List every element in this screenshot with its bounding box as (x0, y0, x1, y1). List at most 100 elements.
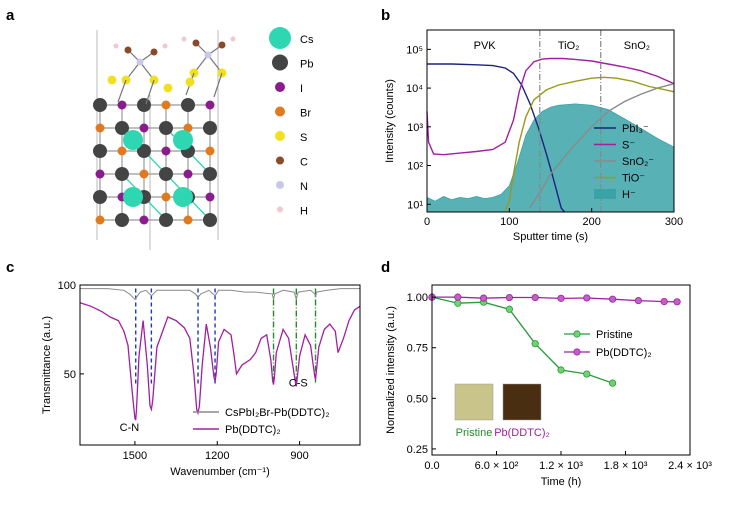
atom-c (124, 46, 132, 54)
atom-halide (139, 169, 149, 179)
x-tick-label: 2.4 × 10³ (668, 460, 712, 472)
legend-label: Pristine (596, 329, 633, 341)
y-tick-label: 10¹ (407, 199, 423, 211)
atom-c (218, 41, 226, 49)
x-axis-label: Time (h) (541, 476, 582, 488)
region-label: SnO₂ (624, 40, 650, 52)
y-tick-label: 100 (58, 280, 76, 292)
atom-halide (139, 215, 149, 225)
atom-halide (205, 146, 215, 156)
x-tick-label: 100 (500, 216, 518, 228)
legend-br-label: Br (300, 108, 311, 120)
data-point (608, 295, 617, 303)
legend-label: SnO₂⁻ (622, 156, 654, 168)
data-point (454, 299, 462, 307)
atom-s (185, 77, 195, 87)
legend-cs-marker (269, 27, 291, 49)
atom-pb (159, 121, 173, 135)
sample-photo (454, 383, 494, 421)
atom-halide (161, 146, 171, 156)
data-point (608, 379, 617, 387)
ftir-spectrum-chart: 1500 1200 900 100 50 C-N C-S Wavenumber (cm⁻¹) T… (41, 280, 361, 478)
legend-label: TiO⁻ (622, 173, 645, 185)
x-tick-label: 0 (424, 216, 430, 228)
x-tick-label: 1.8 × 10³ (604, 460, 648, 472)
y-tick-label: 0.75 (407, 343, 428, 355)
y-tick-label: 10² (407, 161, 423, 173)
region-label: PVK (474, 40, 497, 52)
atom-pb (137, 98, 151, 112)
atom-halide (139, 123, 149, 133)
x-tick-label: 900 (290, 450, 308, 462)
data-point (557, 366, 565, 374)
atom-h (162, 43, 168, 49)
crystal-structure-illustration (93, 30, 236, 250)
data-point (454, 293, 462, 301)
data-point (660, 297, 668, 306)
atom-c (150, 48, 158, 56)
atom-cs (123, 130, 143, 150)
legend-i-marker (275, 82, 285, 92)
legend-i-label: I (300, 83, 303, 95)
panel-a-label: a (6, 7, 15, 24)
data-point (479, 294, 488, 302)
atom-h (230, 36, 236, 42)
series-line-2 (529, 83, 675, 209)
atom-cs (173, 187, 193, 207)
legend-n-marker (276, 181, 284, 189)
legend-c-marker (276, 156, 284, 165)
y-tick-label: 0.50 (407, 393, 428, 405)
atom-halide (117, 100, 127, 110)
panel-a: a Cs Pb I Br S CN H (6, 7, 314, 250)
atom-pb (203, 213, 217, 227)
legend-label: Pb(DDTC)₂ (225, 424, 281, 436)
atom-halide (205, 100, 215, 110)
x-tick-label: 200 (582, 216, 600, 228)
legend-cs-label: Cs (300, 34, 314, 46)
panel-d-label: d (381, 259, 390, 276)
y-tick-label: 0.25 (407, 444, 428, 456)
atom-pb (159, 213, 173, 227)
panel-b-label: b (381, 7, 390, 24)
panel-d: d 0.0 6.0 × 10² 1.2 × 10³ 1.8 × 10³ 2.4 × 10… (381, 259, 712, 488)
x-tick-label: 1500 (123, 450, 147, 462)
atom-halide (183, 215, 193, 225)
region-label: TiO₂ (558, 40, 580, 52)
sample-photo-label: Pb(DDTC)₂ (494, 427, 550, 439)
sample-photo-label: Pristine (456, 427, 493, 439)
panel-c-frame (79, 284, 361, 446)
y-tick-label: 10³ (407, 122, 423, 134)
panel-b-frame (426, 29, 675, 213)
x-axis-label: Wavenumber (cm⁻¹) (170, 466, 270, 478)
panel-c-label: c (6, 259, 14, 276)
atom-halide (95, 215, 105, 225)
atom-pb (93, 144, 107, 158)
series-line-1 (426, 57, 675, 156)
series-line-1 (79, 302, 361, 421)
annotation-label: C-S (289, 377, 308, 389)
series-line-3 (504, 76, 675, 211)
atom-halide (95, 123, 105, 133)
legend-marker (573, 330, 581, 338)
y-tick-label: 10⁴ (406, 83, 423, 95)
atom-pb (93, 98, 107, 112)
data-point (531, 340, 539, 348)
legend-s-label: S (300, 132, 307, 144)
annotation-label: C-N (120, 422, 140, 434)
atom-pb (203, 167, 217, 181)
y-tick-label: 10⁵ (406, 44, 423, 56)
sample-photo (502, 383, 542, 421)
legend-n-label: N (300, 181, 308, 193)
atom-halide (205, 192, 215, 202)
atom-h (113, 43, 119, 49)
series-line-0 (427, 63, 566, 213)
legend-br-marker (275, 106, 285, 117)
series-h-area (426, 103, 675, 213)
panel-b: b PVK TiO₂ SnO₂ 0 100 200 300 10¹ 10² 10³ 10⁴ 10⁵ Sp… (381, 7, 683, 243)
legend-label: CsPbI₂Br-Pb(DDTC)₂ (225, 407, 330, 419)
atom-pb (115, 167, 129, 181)
data-point (634, 296, 643, 305)
atom-pb (181, 98, 195, 112)
atom-halide (161, 100, 171, 110)
